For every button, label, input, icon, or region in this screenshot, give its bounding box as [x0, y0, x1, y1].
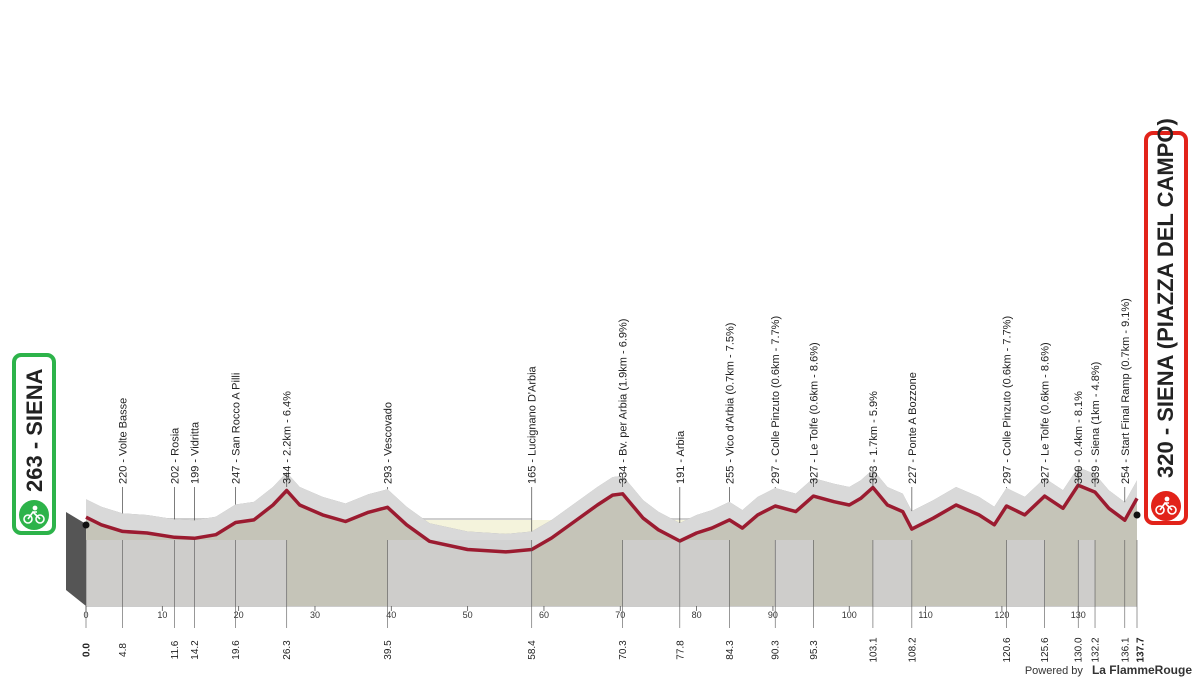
km-marker-label: 132.2: [1091, 637, 1102, 662]
x-tick-label: 80: [692, 610, 702, 620]
x-tick-label: 20: [234, 610, 244, 620]
annotation-label: 353 - 1.7km - 5.9%: [868, 391, 880, 484]
x-tick-label: 100: [842, 610, 857, 620]
climb-annotations: 220 - Volte Basse 202 - Rosia 199 - Vidrit…: [118, 298, 1132, 532]
km-marker-label: 125.6: [1040, 637, 1051, 662]
annotation-label: 199 - Vidritta: [189, 421, 201, 484]
km-marker-label: 120.6: [1002, 637, 1013, 662]
x-tick-label: 120: [994, 610, 1009, 620]
start-cyclist-icon: [19, 500, 49, 530]
annotation-label: 327 - Le Tolfe (0.6km - 8.6%): [808, 342, 820, 484]
x-tick-label: 50: [463, 610, 473, 620]
annotation-label: 293 - Vescovado: [382, 402, 394, 484]
x-tick-label: 90: [768, 610, 778, 620]
start-point: [82, 521, 90, 529]
annotation-label: 254 - Start Final Ramp (0.7km - 9.1%): [1120, 298, 1132, 484]
annotation-label: 297 - Colle Pinzuto (0.6km - 7.7%): [770, 316, 782, 484]
finish-cyclist-icon: [1151, 491, 1181, 521]
km-marker-label: 108.2: [907, 637, 918, 662]
annotation-label: 344 - 2.2km - 6.4%: [282, 391, 294, 484]
km-marker-label: 19.6: [231, 640, 242, 660]
sector-band-face: [86, 540, 195, 606]
annotation-label: 202 - Rosia: [170, 427, 182, 484]
credit-line: Powered by La FlammeRouge: [1025, 663, 1192, 677]
annotation-label: 327 - Le Tolfe (0.6km - 8.6%): [1040, 342, 1052, 484]
sector-band-face: [775, 540, 814, 606]
finish-label: 320 - SIENA (PIAZZA DEL CAMPO): [1153, 118, 1178, 478]
x-tick-label: 30: [310, 610, 320, 620]
credit-prefix: Powered by: [1024, 665, 1083, 677]
start-bike-icon: [23, 505, 45, 524]
finish-badge-frame: [1144, 131, 1188, 525]
annotation-label: 339 - Siena (1km - 4.8%): [1090, 362, 1102, 484]
km-marker-label: 95.3: [809, 640, 820, 660]
credit-brand: La FlammeRouge: [1091, 663, 1192, 677]
km-marker-label: 39.5: [383, 640, 394, 660]
km-marker-label: 11.6: [170, 640, 181, 659]
start-badge-frame: [12, 353, 56, 535]
x-tick-label: 60: [539, 610, 549, 620]
annotation-label: 334 - Bv. per Arbia (1.9km - 6.9%): [618, 319, 630, 484]
sector-band-face: [872, 540, 912, 606]
km-marker-label: 70.3: [618, 640, 629, 660]
km-markers: 0.0 4.8 11.6 14.2 19.6 26.3 39.5 58.4 70.3 77.8 84…: [82, 540, 1147, 663]
x-tick-label: 10: [157, 610, 167, 620]
annotation-label: 297 - Colle Pinzuto (0.6km - 7.7%): [1001, 316, 1013, 484]
km-marker-label: 58.4: [527, 640, 538, 660]
start-label: 263 - SIENA: [22, 368, 47, 492]
sector-band-face: [194, 540, 236, 606]
sector-band-face: [622, 540, 730, 606]
annotation-label: 191 - Arbia: [675, 430, 687, 484]
start-badge: 263 - SIENA: [12, 353, 56, 535]
annotation-label: 247 - San Rocco A Pilli: [231, 373, 243, 484]
x-tick-label: 70: [615, 610, 625, 620]
annotation-label: 165 - Lucignano D'Arbia: [527, 365, 539, 484]
finish-badge: 320 - SIENA (PIAZZA DEL CAMPO): [1144, 118, 1188, 525]
finish-bike-icon: [1155, 496, 1177, 515]
km-marker-label: 77.8: [675, 640, 686, 660]
km-marker-label: 136.1: [1120, 637, 1131, 662]
annotation-label: 227 - Ponte A Bozzone: [907, 372, 919, 484]
sector-band-face: [235, 540, 287, 606]
km-marker-label: 14.2: [190, 640, 201, 660]
sector-band-face: [1078, 540, 1096, 606]
x-tick-label: 40: [386, 610, 396, 620]
km-marker-label: 103.1: [868, 637, 879, 662]
finish-point: [1133, 511, 1141, 519]
km-marker-label: 84.3: [725, 640, 736, 660]
km-marker-label: 26.3: [282, 640, 293, 660]
profile-left-wall: [66, 512, 86, 606]
x-tick-label: 110: [918, 610, 932, 620]
annotation-label: 255 - Vico d'Arbia (0.7km - 7.5%): [724, 323, 736, 484]
annotation-label: 360 - 0.4km - 8.1%: [1073, 391, 1085, 484]
sector-band-face: [1006, 540, 1045, 606]
km-marker-label: 0.0: [82, 643, 93, 657]
km-marker-label: 137.7: [1136, 637, 1147, 662]
km-marker-label: 130.0: [1074, 637, 1085, 662]
elevation-profile: [66, 467, 1141, 606]
annotation-label: 220 - Volte Basse: [118, 398, 130, 484]
km-marker-label: 90.3: [771, 640, 782, 660]
km-marker-label: 4.8: [118, 643, 129, 657]
